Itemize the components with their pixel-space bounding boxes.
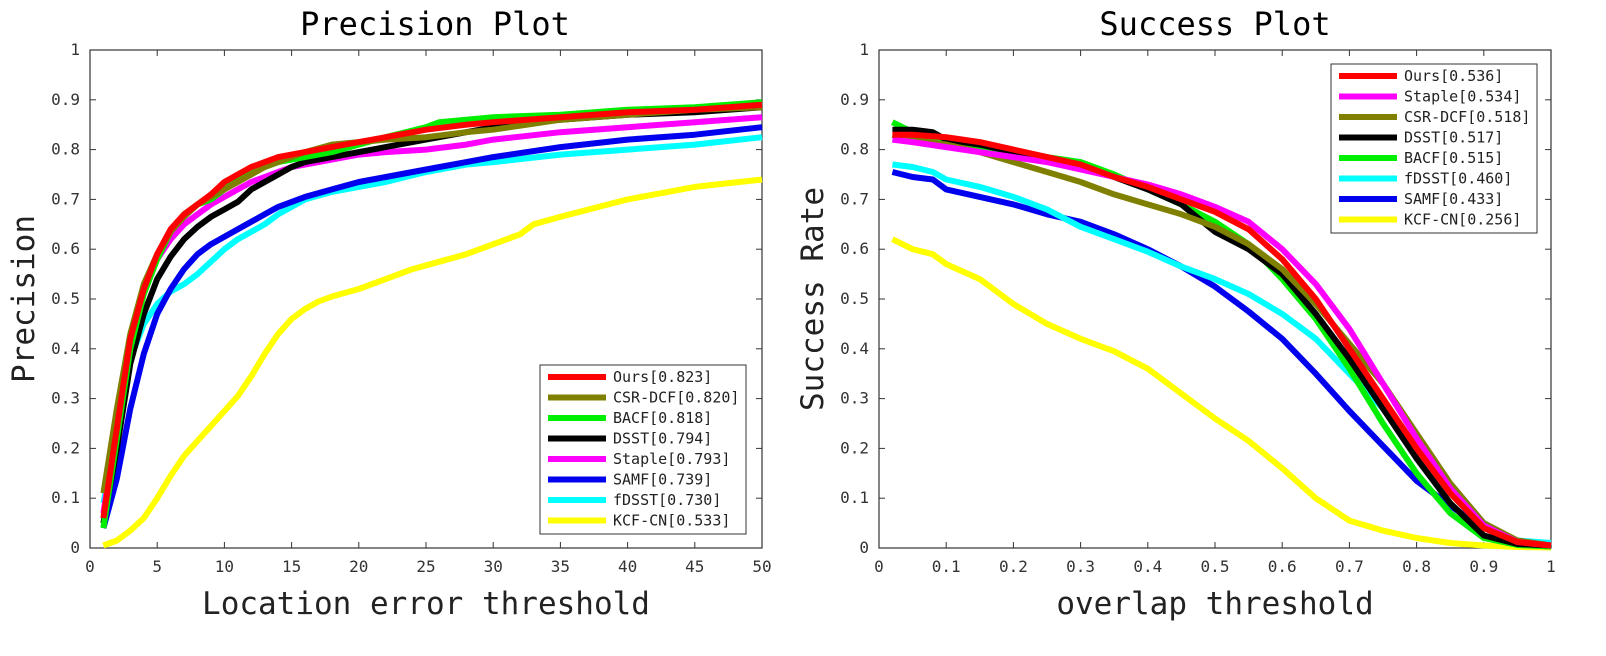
y-tick-label: 0.2: [51, 438, 80, 457]
series-line-kcf-cn: [102, 176, 763, 549]
legend-label: BACF[0.515]: [1404, 149, 1503, 167]
y-tick-label: 0.8: [840, 140, 869, 159]
y-tick-label: 0.5: [840, 289, 869, 308]
y-tick-label: 0.6: [51, 239, 80, 258]
x-tick-label: 0: [874, 557, 884, 576]
legend-label: DSST[0.794]: [613, 430, 712, 448]
y-tick-label: 0.2: [840, 438, 869, 457]
x-tick-label: 10: [215, 557, 234, 576]
y-tick-label: 0.1: [51, 488, 80, 507]
legend-label: Staple[0.793]: [613, 450, 730, 468]
y-tick-label: 0.9: [51, 90, 80, 109]
legend-label: KCF-CN[0.256]: [1404, 211, 1521, 229]
legend-label: fDSST[0.730]: [613, 491, 721, 509]
x-tick-label: 0.6: [1268, 557, 1297, 576]
legend-label: SAMF[0.739]: [613, 471, 712, 489]
x-tick-label: 35: [551, 557, 570, 576]
legend-label: Ours[0.536]: [1404, 67, 1503, 85]
y-axis-label: Precision: [6, 215, 42, 383]
series-line-ours: [892, 131, 1552, 549]
y-tick-label: 0.9: [840, 90, 869, 109]
x-tick-label: 40: [618, 557, 637, 576]
series-line-ours: [100, 101, 763, 519]
y-tick-label: 0.5: [51, 289, 80, 308]
precision-plot: Precision Plot 0 5 10 15 20 25 30 35 40 45 5000.10…: [6, 5, 772, 622]
y-tick-label: 0.6: [840, 239, 869, 258]
y-axis-label: Success Rate: [795, 187, 831, 411]
y-tick-label: 0.3: [51, 389, 80, 408]
y-tick-label: 0: [859, 538, 869, 557]
series-line-staple: [892, 136, 1552, 549]
series-line-samf: [100, 124, 763, 529]
x-tick-label: 0.1: [932, 557, 961, 576]
x-tick-label: 1: [1546, 557, 1556, 576]
legend-label: KCF-CN[0.533]: [613, 512, 730, 530]
axis-ticks: 0 0.1 0.2 0.3 0.4 0.5 0.6 0.7 0.8 0.9 1 0 0.1 0.2 0.3 0…: [840, 40, 1556, 576]
y-tick-label: 0.1: [840, 488, 869, 507]
legend-label: fDSST[0.460]: [1404, 170, 1512, 188]
chart-title: Success Plot: [1099, 5, 1330, 43]
x-tick-label: 0.7: [1335, 557, 1364, 576]
series-lines: [100, 99, 763, 549]
x-tick-label: 0.9: [1469, 557, 1498, 576]
x-tick-label: 15: [282, 557, 301, 576]
x-tick-label: 0: [85, 557, 95, 576]
x-tick-label: 50: [752, 557, 771, 576]
x-tick-label: 0.8: [1402, 557, 1431, 576]
legend-box: [1330, 63, 1538, 234]
x-axis-label: Location error threshold: [202, 586, 650, 622]
y-tick-label: 0.8: [51, 140, 80, 159]
x-tick-label: 45: [685, 557, 704, 576]
axis-ticks: 0 5 10 15 20 25 30 35 40 45 50 0 0.1 0.2 0.3 0.4 0.5 0.6 0…: [51, 40, 772, 576]
x-tick-label: 5: [152, 557, 162, 576]
y-tick-label: 1: [859, 40, 869, 59]
success-plot: Success Plot 0 0.1 0.2 0.3 0.4 0.5 0.6 0.7 0.8 0.…: [795, 5, 1556, 622]
series-line-fdsst: [100, 134, 763, 504]
legend-label: DSST[0.517]: [1404, 129, 1503, 147]
series-line-kcf-cn: [891, 236, 1552, 551]
legend-label: CSR-DCF[0.518]: [1404, 108, 1530, 126]
legend: Ours[0.823] CSR-DCF[0.820] BACF[0.818] DSST…: [539, 364, 747, 535]
legend: Ours[0.536] Staple[0.534] CSR-DCF[0.518] DS…: [1330, 63, 1538, 234]
chart-title: Precision Plot: [300, 5, 570, 43]
legend-label: SAMF[0.433]: [1404, 190, 1503, 208]
y-tick-label: 0.7: [51, 189, 80, 208]
legend-label: Staple[0.534]: [1404, 88, 1521, 106]
y-tick-label: 1: [70, 40, 80, 59]
y-tick-label: 0.4: [51, 339, 80, 358]
x-tick-label: 0.2: [999, 557, 1028, 576]
legend-label: BACF[0.818]: [613, 409, 712, 427]
x-tick-label: 30: [484, 557, 503, 576]
x-tick-label: 0.5: [1201, 557, 1230, 576]
x-tick-label: 20: [349, 557, 368, 576]
legend-label: Ours[0.823]: [613, 368, 712, 386]
legend-box: [539, 364, 747, 535]
legend-label: CSR-DCF[0.820]: [613, 389, 739, 407]
x-tick-label: 0.4: [1133, 557, 1162, 576]
x-tick-label: 25: [416, 557, 435, 576]
y-tick-label: 0: [70, 538, 80, 557]
series-lines: [891, 119, 1552, 551]
y-tick-label: 0.3: [840, 389, 869, 408]
x-tick-label: 0.3: [1066, 557, 1095, 576]
y-tick-label: 0.4: [840, 339, 869, 358]
y-tick-label: 0.7: [840, 189, 869, 208]
x-axis-label: overlap threshold: [1056, 586, 1373, 622]
